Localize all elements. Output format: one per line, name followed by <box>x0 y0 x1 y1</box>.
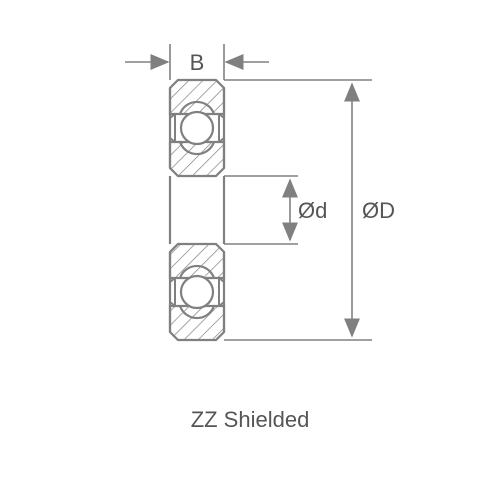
label-B: B <box>190 50 205 75</box>
outer-race-top <box>170 80 224 114</box>
label-outer-D: ØD <box>362 198 395 223</box>
inner-race-bottom <box>170 244 224 278</box>
bearing-body <box>170 80 224 340</box>
ball-top <box>181 112 213 144</box>
inner-race-top <box>170 142 224 176</box>
dimension-inner-d <box>224 176 298 244</box>
caption-text: ZZ Shielded <box>0 407 500 433</box>
ball-bottom <box>181 276 213 308</box>
label-inner-d: Ød <box>298 198 327 223</box>
outer-race-bottom <box>170 306 224 340</box>
diagram-canvas: B ØD Ød ZZ Shielded <box>0 0 500 500</box>
